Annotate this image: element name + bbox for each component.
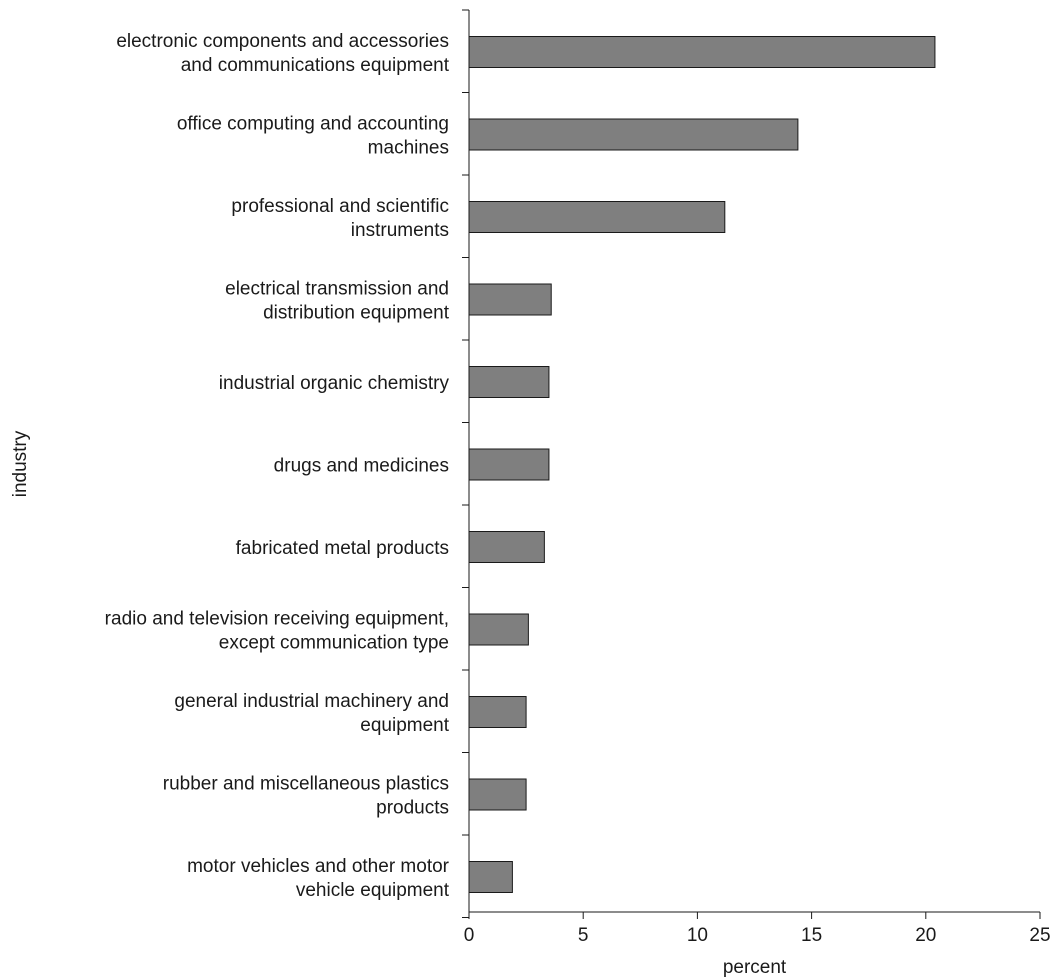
category-label: drugs and medicines bbox=[274, 456, 449, 477]
category-label: motor vehicles and other motor vehicle eq… bbox=[187, 856, 450, 901]
bar bbox=[468, 366, 550, 398]
bar bbox=[468, 778, 527, 811]
bar bbox=[468, 613, 529, 646]
category-label: rubber and miscellaneous plastics product… bbox=[163, 774, 449, 819]
bar bbox=[468, 448, 550, 481]
axes-group bbox=[468, 10, 1040, 913]
category-label: electrical transmission and distribution … bbox=[225, 279, 450, 324]
x-tick-label: 25 bbox=[1029, 925, 1050, 946]
bar bbox=[468, 861, 513, 893]
x-axis-title: percent bbox=[723, 957, 787, 978]
bar bbox=[468, 531, 545, 563]
category-label: industrial organic chemistry bbox=[219, 373, 450, 394]
bars-group bbox=[468, 36, 936, 893]
x-tick-label: 0 bbox=[464, 925, 475, 946]
category-labels-group: electronic components and accessories and… bbox=[105, 31, 450, 901]
bar bbox=[468, 201, 726, 233]
x-tick-label: 20 bbox=[915, 925, 936, 946]
category-label: professional and scientific instruments bbox=[231, 196, 449, 241]
y-axis-title: industry bbox=[10, 430, 31, 497]
bar bbox=[468, 696, 527, 728]
bar bbox=[468, 36, 936, 68]
ticks-group: 0 5 10 15 20 25 bbox=[462, 9, 1051, 946]
x-tick-label: 15 bbox=[801, 925, 822, 946]
x-tick-label: 5 bbox=[578, 925, 589, 946]
category-label: fabricated metal products bbox=[236, 538, 449, 559]
category-label: electronic components and accessories and… bbox=[116, 31, 449, 76]
x-tick-label: 10 bbox=[687, 925, 708, 946]
bar bbox=[468, 283, 552, 316]
category-label: general industrial machinery and equipmen… bbox=[174, 691, 449, 736]
category-label: radio and television receiving equipment… bbox=[105, 609, 449, 654]
bar bbox=[468, 118, 799, 151]
category-label: office computing and accounting machines bbox=[177, 114, 449, 159]
